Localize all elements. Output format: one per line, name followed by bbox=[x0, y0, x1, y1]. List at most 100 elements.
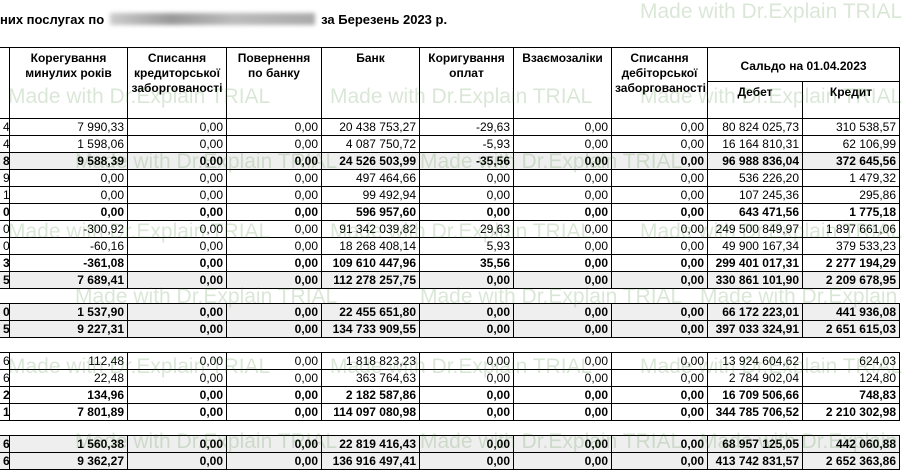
cell: 2 277 194,29 bbox=[802, 254, 900, 272]
cell: 0,00 bbox=[611, 169, 708, 187]
cell: 0,00 bbox=[419, 186, 514, 204]
title: них послугах по за Березень 2023 р. bbox=[0, 9, 447, 29]
cell: 66 172 223,01 bbox=[707, 303, 803, 321]
cell: 497 464,66 bbox=[321, 169, 420, 187]
cell: 2 784 902,04 bbox=[707, 369, 803, 387]
gap-cell bbox=[0, 288, 900, 304]
cell: 0,00 bbox=[127, 152, 227, 170]
group-gap bbox=[0, 420, 900, 436]
cell: 9 bbox=[0, 169, 10, 187]
cell: 1 560,38 bbox=[9, 435, 128, 453]
cell: 0,00 bbox=[419, 369, 514, 387]
column-header: Списання кредиторської заборгованості bbox=[127, 47, 227, 119]
cell: 0,00 bbox=[127, 203, 227, 221]
cell: 0,00 bbox=[127, 369, 227, 387]
cell: 249 500 849,97 bbox=[707, 220, 803, 238]
cell: 0,00 bbox=[127, 135, 227, 153]
cell: 0,00 bbox=[226, 403, 322, 421]
cell: 0,00 bbox=[513, 386, 612, 404]
cell: 0,00 bbox=[226, 435, 322, 453]
cell: 20 438 753,27 bbox=[321, 118, 420, 136]
cell: 0,00 bbox=[513, 254, 612, 272]
cell: 9 588,39 bbox=[9, 152, 128, 170]
cell: 0,00 bbox=[226, 320, 322, 338]
column-header: Дебет bbox=[707, 81, 803, 119]
cell: 22 455 651,80 bbox=[321, 303, 420, 321]
cell: 0,00 bbox=[611, 303, 708, 321]
header-cell bbox=[0, 47, 10, 119]
cell: 0,00 bbox=[127, 237, 227, 255]
cell: 0,00 bbox=[611, 203, 708, 221]
cell: 0 bbox=[0, 203, 10, 221]
cell: 22 819 416,43 bbox=[321, 435, 420, 453]
gap-cell bbox=[0, 420, 900, 436]
cell: 0,00 bbox=[513, 169, 612, 187]
cell: 0,00 bbox=[226, 303, 322, 321]
cell: 0,00 bbox=[226, 152, 322, 170]
column-header: Списання дебіторської заборгованості bbox=[611, 47, 708, 119]
cell: 6 bbox=[0, 435, 10, 453]
cell: 3 bbox=[0, 254, 10, 272]
data-row: 6 22,48 0,00 0,00 363 764,63 0,00 0,00 0,00 2 78… bbox=[0, 369, 900, 387]
cell: 536 226,20 bbox=[707, 169, 803, 187]
cell: 0,00 bbox=[513, 118, 612, 136]
cell: 96 988 836,04 bbox=[707, 152, 803, 170]
cell: -300,92 bbox=[9, 220, 128, 238]
cell: 0,00 bbox=[611, 403, 708, 421]
cell: 0,00 bbox=[226, 452, 322, 470]
cell: 0,00 bbox=[9, 203, 128, 221]
cell: 16 709 506,66 bbox=[707, 386, 803, 404]
cell: 0,00 bbox=[127, 352, 227, 370]
cell: 0,00 bbox=[513, 203, 612, 221]
cell: 0,00 bbox=[226, 203, 322, 221]
cell: 0,00 bbox=[226, 271, 322, 289]
cell: 107 245,36 bbox=[707, 186, 803, 204]
cell: 0,00 bbox=[611, 186, 708, 204]
cell: 22,48 bbox=[9, 369, 128, 387]
cell: 0,00 bbox=[419, 271, 514, 289]
cell: 0,00 bbox=[127, 303, 227, 321]
cell: 29,63 bbox=[419, 220, 514, 238]
cell: 4 087 750,72 bbox=[321, 135, 420, 153]
cell: 0,00 bbox=[127, 435, 227, 453]
cell: 49 900 167,34 bbox=[707, 237, 803, 255]
data-row: 1 0,00 0,00 0,00 99 492,94 0,00 0,00 0,00 107 24… bbox=[0, 186, 900, 204]
data-row: 6 112,48 0,00 0,00 1 818 823,23 0,00 0,00 0,00 1… bbox=[0, 352, 900, 370]
cell: 0,00 bbox=[513, 271, 612, 289]
cell: 0,00 bbox=[127, 220, 227, 238]
cell: 379 533,23 bbox=[802, 237, 900, 255]
cell: 0,00 bbox=[611, 254, 708, 272]
cell: 0,00 bbox=[513, 435, 612, 453]
cell: 0,00 bbox=[611, 352, 708, 370]
cell: 1 bbox=[0, 186, 10, 204]
cell: 0,00 bbox=[226, 135, 322, 153]
data-row: 0 0,00 0,00 0,00 596 957,60 0,00 0,00 0,00 643 4… bbox=[0, 203, 900, 221]
cell: 99 492,94 bbox=[321, 186, 420, 204]
title-end: за Березень 2023 р. bbox=[321, 11, 448, 27]
header-row: Дебет Кредит bbox=[0, 81, 900, 119]
report-table: Корегування минулих років Списання кредит… bbox=[0, 47, 900, 470]
cell: 0,00 bbox=[513, 220, 612, 238]
cell: 344 785 706,52 bbox=[707, 403, 803, 421]
cell: 8 bbox=[0, 152, 10, 170]
column-header: Коригування оплат bbox=[419, 47, 514, 119]
data-row: 0 -60,16 0,00 0,00 18 268 408,14 5,93 0,00 0,00… bbox=[0, 237, 900, 255]
group-gap bbox=[0, 288, 900, 304]
cell: 0,00 bbox=[611, 237, 708, 255]
cell: 13 924 604,62 bbox=[707, 352, 803, 370]
cell: 0,00 bbox=[513, 369, 612, 387]
cell: 0,00 bbox=[127, 186, 227, 204]
cell: 441 936,08 bbox=[802, 303, 900, 321]
cell: 0,00 bbox=[127, 386, 227, 404]
cell: 0,00 bbox=[127, 403, 227, 421]
cell: 112 278 257,75 bbox=[321, 271, 420, 289]
cell: -5,93 bbox=[419, 135, 514, 153]
cell: 397 033 324,91 bbox=[707, 320, 803, 338]
data-row: 9 0,00 0,00 0,00 497 464,66 0,00 0,00 0,00 536 2… bbox=[0, 169, 900, 187]
cell: 0,00 bbox=[611, 369, 708, 387]
